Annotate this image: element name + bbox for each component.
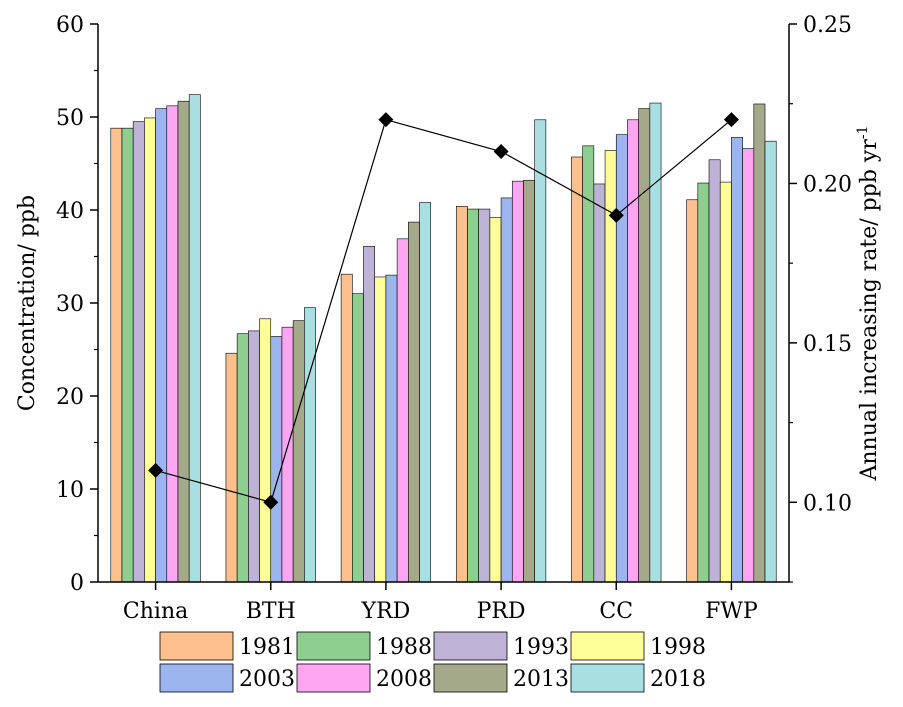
rate-marker-YRD: [378, 112, 394, 128]
bar-1981-PRD: [455, 205, 468, 583]
bar-1998-FWP: [719, 181, 732, 583]
x-tick-label: China: [123, 599, 188, 624]
bar-1993-PRD: [478, 208, 491, 583]
axes-layer: 0 10 20 30 40 50 60 0.10 0.15 0.20 0.25 China BTH YRD…: [15, 13, 882, 624]
y-tick-label: 10: [56, 478, 84, 503]
bar-2013-CC: [638, 108, 651, 583]
bars-layer: [110, 94, 777, 583]
bar-2013-FWP: [753, 103, 766, 583]
y2-tick-label: 0.20: [803, 172, 852, 197]
y2-tick-label: 0.10: [803, 491, 852, 516]
legend-swatch-2008: [296, 663, 371, 693]
y2-axis-title: Annual increasing rate/ ppb yr-1: [855, 125, 882, 481]
y-tick-label: 20: [56, 385, 84, 410]
bar-2003-FWP: [731, 137, 743, 583]
bar-1993-CC: [593, 183, 606, 583]
bar-2018-PRD: [534, 119, 547, 583]
rate-marker-BTH: [263, 494, 279, 510]
legend-swatch-1988: [296, 631, 371, 661]
legend-label-1993: 1993: [513, 635, 569, 660]
bar-2003-China: [155, 108, 168, 583]
y-axis-title: Concentration/ ppb: [15, 195, 40, 411]
y2-tick-label: 0.15: [803, 332, 852, 357]
legend-label-2018: 2018: [650, 667, 706, 692]
bar-1988-PRD: [467, 208, 479, 583]
bar-1981-YRD: [340, 273, 353, 583]
rate-line: [155, 118, 732, 504]
bar-2018-BTH: [304, 307, 316, 583]
y2-axis-title-main: Annual increasing rate/ ppb yr: [857, 139, 882, 482]
x-tick-label: YRD: [361, 599, 411, 624]
x-tick-label: CC: [599, 599, 633, 624]
bar-2013-BTH: [292, 320, 305, 583]
bar-2018-FWP: [764, 140, 777, 583]
bar-2003-BTH: [270, 336, 283, 583]
y-tick-label: 60: [56, 13, 84, 38]
bar-1993-YRD: [363, 245, 376, 583]
bar-2003-CC: [615, 134, 628, 583]
x-tick-label: FWP: [705, 599, 758, 624]
bar-1988-FWP: [697, 182, 710, 583]
bar-1993-China: [132, 121, 145, 583]
y-tick-label: 0: [70, 571, 84, 596]
bar-1981-CC: [571, 156, 583, 583]
bar-1981-China: [110, 127, 123, 583]
y-tick-label: 50: [56, 106, 84, 131]
legend-label-1998: 1998: [650, 635, 706, 660]
bar-1998-PRD: [489, 217, 502, 583]
y2-tick-label: 0.25: [803, 13, 852, 38]
legend-swatch-2003: [159, 663, 234, 693]
legend-label-1988: 1988: [376, 635, 432, 660]
bar-2008-PRD: [511, 180, 524, 583]
bar-1981-BTH: [225, 352, 238, 583]
x-tick-label: BTH: [246, 599, 296, 624]
legend-swatch-1993: [433, 631, 508, 661]
rate-marker-CC: [608, 207, 624, 223]
legend-label-2008: 2008: [376, 667, 432, 692]
bar-2013-China: [177, 100, 190, 583]
bar-2018-YRD: [419, 202, 432, 583]
bar-1988-China: [121, 127, 134, 583]
bar-2008-CC: [627, 119, 639, 583]
x-tick-label: PRD: [477, 599, 526, 624]
y-tick-label: 30: [56, 292, 84, 317]
bar-1988-BTH: [236, 333, 249, 583]
bar-1998-BTH: [259, 318, 272, 583]
bar-2008-BTH: [281, 326, 294, 583]
bar-1993-FWP: [708, 159, 721, 583]
legend-swatch-1998: [570, 631, 645, 661]
legend-label-2003: 2003: [239, 667, 295, 692]
legend-label-1981: 1981: [239, 635, 295, 660]
bar-2008-China: [166, 105, 179, 583]
rate-marker-PRD: [493, 144, 509, 160]
bar-2003-PRD: [500, 197, 513, 583]
bar-2018-China: [188, 94, 201, 583]
legend: 1981 1988 1993 1998 2003 2008 2013 2018: [159, 631, 706, 693]
bar-2013-YRD: [408, 221, 420, 583]
y-tick-label: 40: [56, 199, 84, 224]
rate-line-layer: [148, 112, 739, 510]
bar-2008-YRD: [396, 238, 409, 583]
bar-2013-PRD: [523, 179, 535, 583]
bar-1993-BTH: [248, 330, 260, 583]
bar-1981-FWP: [686, 199, 699, 583]
rate-marker-FWP: [723, 112, 739, 128]
bar-2018-CC: [649, 102, 662, 583]
bar-2008-FWP: [742, 148, 755, 583]
legend-swatch-1981: [159, 631, 234, 661]
bar-1988-CC: [582, 145, 595, 583]
bar-2003-YRD: [385, 274, 398, 583]
bar-1998-China: [144, 117, 156, 583]
y2-axis-title-superscript: -1: [855, 125, 871, 139]
bar-1988-YRD: [352, 293, 364, 583]
rate-marker-China: [148, 462, 164, 478]
bar-1998-YRD: [374, 276, 387, 583]
legend-swatch-2013: [433, 663, 508, 693]
legend-label-2013: 2013: [513, 667, 569, 692]
legend-swatch-2018: [570, 663, 645, 693]
